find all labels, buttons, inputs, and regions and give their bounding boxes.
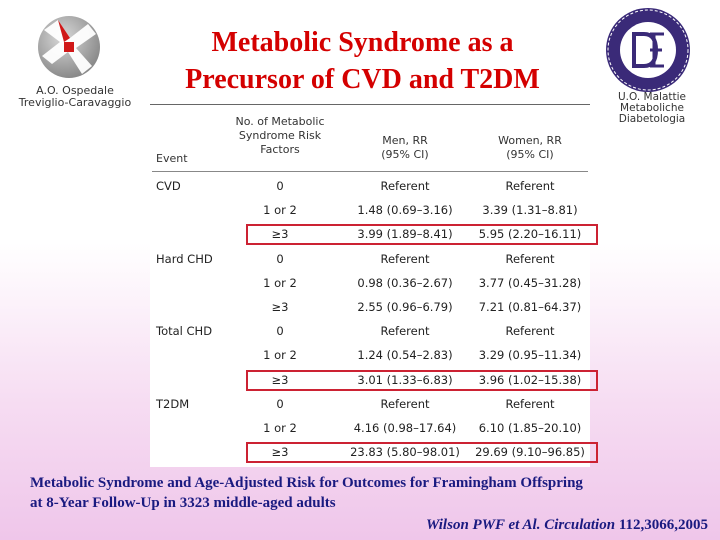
caption-line-1: Metabolic Syndrome and Age-Adjusted Risk…: [30, 475, 583, 491]
row-women-rr: 29.69 (9.10–96.85): [475, 445, 585, 460]
header-event: Event: [156, 152, 188, 165]
org-right: U.O. Malattie Metaboliche Diabetologia: [600, 92, 704, 126]
row-factors: 1 or 2: [263, 203, 297, 218]
org-right-line-2: Metaboliche: [620, 102, 684, 114]
row-men-rr: 1.48 (0.69–3.16): [357, 203, 453, 218]
row-event: Hard CHD: [156, 251, 213, 266]
row-factors: 0: [276, 251, 284, 266]
highlight-box: [246, 442, 598, 464]
row-women-rr: 3.39 (1.31–8.81): [482, 203, 578, 218]
row-factors: 0: [276, 324, 284, 339]
row-men-rr: Referent: [380, 251, 430, 266]
title-line-2: Precursor of CVD and T2DM: [185, 64, 540, 95]
row-men-rr: 0.98 (0.36–2.67): [357, 275, 453, 290]
row-factors: ≥3: [271, 227, 289, 242]
diabetologia-seal-logo: [606, 8, 690, 92]
citation: Wilson PWF et Al. Circulation 112,3066,2…: [426, 515, 708, 535]
row-women-rr: Referent: [505, 251, 555, 266]
row-men-rr: 23.83 (5.80–98.01): [350, 445, 460, 460]
row-men-rr: 4.16 (0.98–17.64): [353, 421, 457, 435]
org-left-line-1: A.O. Ospedale: [36, 84, 114, 97]
citation-ref: 112,3066,2005: [615, 517, 708, 533]
header-men-line-1: Men, RR: [382, 134, 428, 147]
org-right-line-1: U.O. Malattie: [618, 92, 686, 103]
row-women-rr: 3.96 (1.02–15.38): [478, 372, 582, 387]
row-men-rr: 3.99 (1.89–8.41): [357, 227, 453, 242]
caption-line-2: at 8-Year Follow-Up in 3323 middle-aged …: [30, 495, 336, 511]
header-factors-line-3: Factors: [260, 143, 300, 156]
caption: Metabolic Syndrome and Age-Adjusted Risk…: [30, 473, 710, 513]
org-right-line-3: Diabetologia: [618, 113, 686, 125]
row-factors: 0: [276, 179, 284, 193]
row-event: Total CHD: [156, 324, 213, 339]
highlight-box: [246, 224, 598, 246]
row-men-rr: 1.24 (0.54–2.83): [357, 348, 453, 363]
row-women-rr: Referent: [505, 396, 555, 411]
row-factors: ≥3: [271, 445, 289, 460]
row-factors: ≥3: [271, 372, 289, 387]
header-men-line-2: (95% CI): [381, 148, 429, 161]
row-women-rr: 5.95 (2.20–16.11): [478, 227, 582, 242]
results-table: Event No. of Metabolic Syndrome Risk Fac…: [150, 104, 598, 467]
row-men-rr: Referent: [380, 324, 430, 339]
row-men-rr: 2.55 (0.96–6.79): [357, 300, 453, 314]
row-event: T2DM: [156, 396, 190, 411]
row-factors: 0: [276, 396, 284, 411]
header-women-line-1: Women, RR: [498, 134, 562, 147]
header-women-line-2: (95% CI): [506, 148, 554, 161]
row-men-rr: 3.01 (1.33–6.83): [357, 372, 453, 387]
header-women: Women, RR (95% CI): [468, 134, 592, 162]
header-factors: No. of Metabolic Syndrome Risk Factors: [220, 115, 340, 157]
title-line-1: Metabolic Syndrome as a: [211, 27, 514, 58]
row-factors: ≥3: [271, 300, 289, 314]
row-factors: 1 or 2: [263, 275, 297, 290]
header-factors-line-2: Syndrome Risk: [238, 129, 322, 142]
row-women-rr: 6.10 (1.85–20.10): [478, 421, 582, 435]
row-women-rr: 3.77 (0.45–31.28): [478, 275, 582, 290]
row-men-rr: Referent: [380, 179, 430, 193]
row-men-rr: Referent: [380, 396, 430, 411]
row-event: CVD: [156, 179, 181, 193]
highlight-box: [246, 369, 598, 391]
header-factors-line-1: No. of Metabolic: [235, 115, 325, 128]
row-factors: 1 or 2: [263, 348, 297, 363]
citation-authors: Wilson PWF et Al. Circulation: [425, 517, 616, 533]
row-women-rr: Referent: [505, 179, 555, 193]
header-men: Men, RR (95% CI): [340, 134, 470, 162]
row-women-rr: 3.29 (0.95–11.34): [478, 348, 582, 363]
slide-title: Metabolic Syndrome as a Precursor of CVD…: [150, 24, 575, 98]
row-women-rr: 7.21 (0.81–64.37): [478, 300, 582, 314]
header-divider: [152, 171, 588, 172]
row-women-rr: Referent: [505, 324, 555, 339]
org-left-line-2: Treviglio-Caravaggio: [18, 96, 132, 109]
org-left: A.O. Ospedale Treviglio-Caravaggio: [0, 85, 150, 109]
hospital-cross-logo: [38, 16, 100, 78]
row-factors: 1 or 2: [263, 421, 297, 435]
